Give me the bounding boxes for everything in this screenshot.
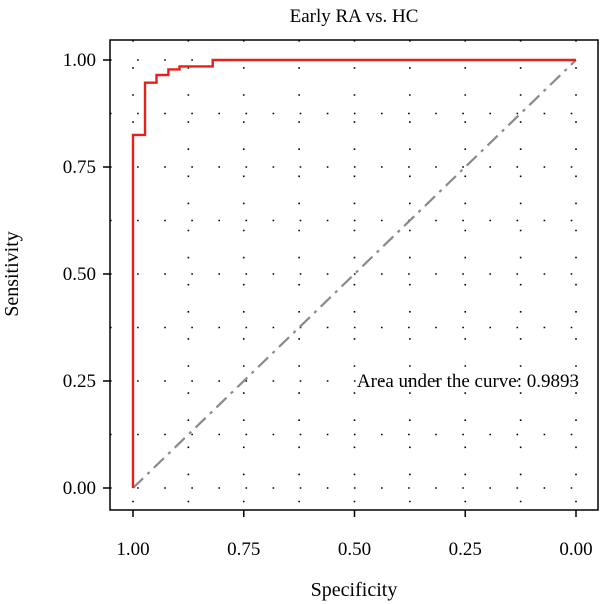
x-tick-label: 1.00	[116, 539, 149, 560]
axis-ticks: 1.00 0.75 0.50 0.25 0.00 0.00 0.25 0.50 0.75 1.00	[63, 50, 593, 560]
y-axis-label: Sensitivity	[1, 231, 23, 317]
y-tick-label: 0.50	[63, 264, 96, 285]
x-tick-label: 0.50	[338, 539, 371, 560]
roc-curve-line	[131, 58, 576, 488]
plot-frame	[109, 39, 599, 511]
x-tick-label: 0.00	[559, 539, 592, 560]
reference-diagonal-line	[132, 59, 577, 489]
x-tick-label: 0.25	[449, 539, 482, 560]
x-tick-label: 0.75	[227, 539, 260, 560]
series-group	[131, 58, 577, 489]
chart-title: Early RA vs. HC	[290, 6, 419, 27]
y-tick-label: 0.00	[63, 478, 96, 499]
y-tick-label: 0.75	[63, 157, 96, 178]
y-tick-label: 0.25	[63, 371, 96, 392]
auc-annotation: Area under the curve: 0.9893	[357, 371, 579, 392]
y-tick-label: 1.00	[63, 50, 96, 71]
x-axis-label: Specificity	[311, 579, 398, 601]
